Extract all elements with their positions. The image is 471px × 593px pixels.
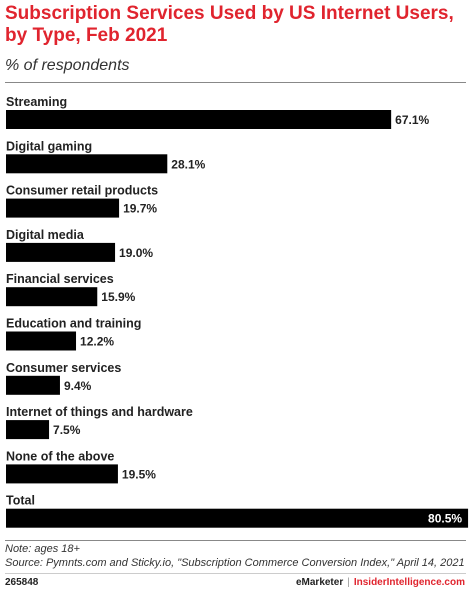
bar (6, 287, 98, 307)
category-label: Total (6, 494, 35, 508)
bar (6, 331, 77, 351)
category-label: Digital media (6, 228, 85, 242)
value-label: 12.2% (80, 335, 114, 349)
footer-brand: eMarketer | InsiderIntelligence.com (296, 577, 465, 588)
value-label: 9.4% (64, 379, 92, 393)
chart-subtitle: % of respondents (5, 57, 130, 74)
category-label: Consumer services (6, 361, 121, 375)
bar (6, 375, 60, 395)
chart-note: Note: ages 18+ (5, 543, 80, 555)
category-label: Digital gaming (6, 139, 92, 153)
insider-intelligence-link[interactable]: InsiderIntelligence.com (353, 577, 465, 588)
category-label: None of the above (6, 449, 114, 463)
bar (6, 508, 469, 528)
chart-title: Subscription Services Used by US Interne… (5, 3, 454, 46)
emarketer-logo-text: eMarketer (295, 577, 344, 588)
bar (6, 110, 392, 129)
category-label: Internet of things and hardware (6, 405, 193, 419)
footer-divider (5, 573, 466, 574)
bar (6, 420, 50, 440)
category-label: Education and training (6, 317, 141, 331)
category-label: Consumer retail products (6, 184, 158, 198)
value-label: 7.5% (53, 423, 81, 437)
bar (6, 154, 168, 174)
bar (6, 242, 116, 262)
value-label: 28.1% (171, 157, 205, 171)
value-label: 67.1% (395, 113, 429, 127)
value-label: 80.5% (428, 512, 462, 526)
category-label: Streaming (6, 95, 67, 109)
value-label: 19.0% (119, 246, 153, 260)
value-label: 15.9% (101, 290, 135, 304)
value-label: 19.7% (123, 202, 157, 216)
chart-source: Source: Pymnts.com and Sticky.io, "Subsc… (5, 557, 465, 569)
bar (6, 198, 120, 218)
category-label: Financial services (6, 272, 114, 286)
value-label: 19.5% (122, 467, 156, 481)
bar (6, 464, 118, 484)
top-divider (5, 82, 466, 83)
bottom-divider (5, 540, 466, 541)
chart-id: 265848 (5, 577, 39, 588)
footer-separator: | (347, 577, 350, 588)
